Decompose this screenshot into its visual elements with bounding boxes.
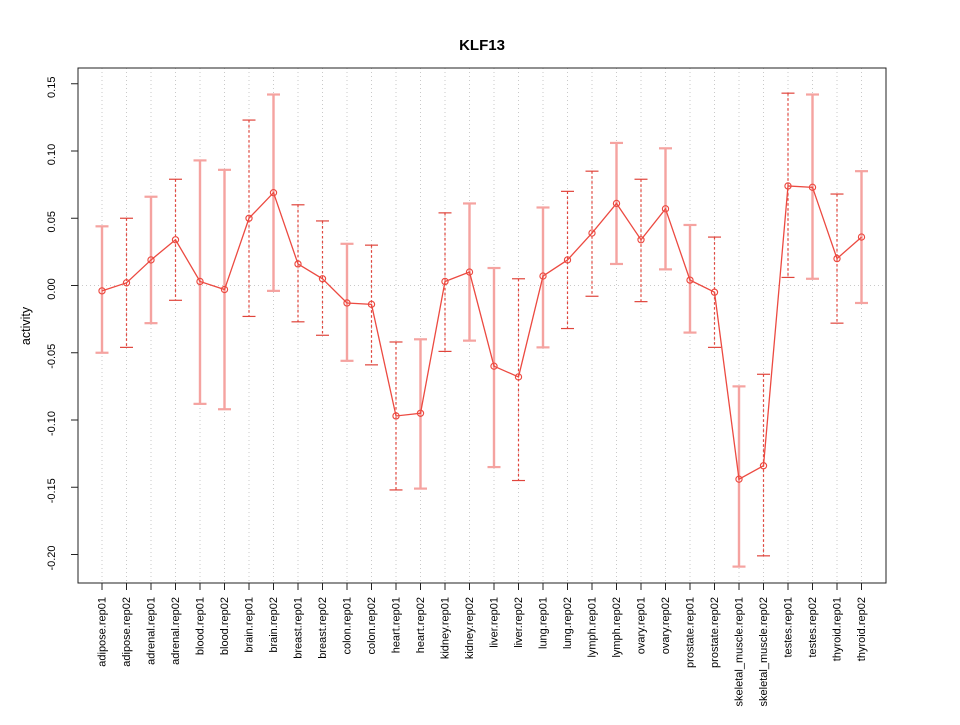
data-point <box>343 299 351 307</box>
x-tick-label: adrenal.rep01 <box>146 597 158 665</box>
y-tick-label: 0.00 <box>46 278 58 299</box>
data-point <box>269 189 278 197</box>
data-point <box>833 254 841 263</box>
y-tick-labels: 0.15 0.10 0.05 0.00 -0.05 -0.10 -0.15 -0.20 <box>46 77 58 571</box>
x-tick-label: adrenal.rep02 <box>170 597 182 665</box>
error-bar <box>487 266 501 469</box>
x-tick-label: testes.rep02 <box>807 597 819 658</box>
x-tick-label: kidney.rep01 <box>440 597 452 659</box>
x-tick-label: colon.rep02 <box>366 597 378 655</box>
error-bar <box>242 119 256 318</box>
data-point <box>612 199 621 208</box>
x-tick-labels: adipose.rep01 adipose.rep02 adrenal.rep01 a… <box>97 597 869 706</box>
x-tick-label: brain.rep01 <box>244 597 256 653</box>
data-point <box>441 277 449 286</box>
x-tick-label: ovary.rep02 <box>660 597 672 654</box>
data-point <box>465 268 474 276</box>
y-tick-label: 0.10 <box>46 144 58 165</box>
x-tick-label: breast.rep01 <box>293 597 305 659</box>
x-tick-label: lymph.rep01 <box>587 597 599 658</box>
error-bar <box>855 170 868 305</box>
data-point <box>661 205 670 213</box>
x-tick-label: thyroid.rep01 <box>832 597 844 661</box>
data-points <box>98 182 866 483</box>
error-bar <box>561 190 574 330</box>
x-tick-label: skeletal_muscle.rep02 <box>758 597 770 706</box>
x-tick-label: kidney.rep02 <box>464 597 476 659</box>
gridlines <box>78 68 886 583</box>
y-tick-label: -0.05 <box>46 344 58 369</box>
data-point <box>196 277 204 286</box>
x-tick-label: prostate.rep02 <box>709 597 721 668</box>
x-tick-label: blood.rep01 <box>195 597 207 655</box>
y-tick-label: 0.15 <box>46 77 58 98</box>
x-tick-label: brain.rep02 <box>268 597 280 653</box>
data-point <box>735 475 743 483</box>
error-bar <box>781 92 795 279</box>
data-point <box>490 362 498 370</box>
y-axis-title: activity <box>19 306 33 345</box>
axes-box-and-ticks <box>71 67 887 590</box>
error-bar <box>414 338 427 490</box>
data-point <box>759 462 768 470</box>
data-point <box>220 285 229 294</box>
error-bar <box>830 193 844 324</box>
x-tick-label: lung.rep02 <box>562 597 574 649</box>
error-bar <box>95 225 109 354</box>
x-tick-label: testes.rep01 <box>783 597 795 658</box>
data-point <box>245 214 253 222</box>
data-point <box>637 236 645 244</box>
x-tick-label: liver.rep02 <box>513 597 525 648</box>
error-bar <box>806 93 819 280</box>
data-point <box>147 256 155 264</box>
data-point <box>318 275 327 283</box>
error-bar <box>120 217 133 348</box>
x-tick-label: adipose.rep01 <box>97 597 109 667</box>
series-line <box>101 185 862 481</box>
error-bar <box>438 212 452 353</box>
x-tick-label: breast.rep02 <box>317 597 329 659</box>
x-tick-label: skeletal_muscle.rep01 <box>734 597 746 706</box>
data-point <box>367 300 376 309</box>
x-tick-label: blood.rep02 <box>219 597 231 655</box>
plot-box <box>77 67 887 584</box>
data-point <box>98 287 106 295</box>
x-tick-label: prostate.rep01 <box>685 597 697 668</box>
data-point <box>808 183 817 191</box>
chart-title: KLF13 <box>459 37 505 54</box>
data-point <box>784 182 792 190</box>
y-tick-label: -0.20 <box>46 545 58 570</box>
data-point <box>171 236 180 244</box>
error-bar <box>291 204 305 323</box>
x-tick-label: adipose.rep02 <box>121 597 133 667</box>
y-tick-label: 0.05 <box>46 211 58 232</box>
x-tick-label: colon.rep01 <box>342 597 354 655</box>
data-point <box>294 260 302 268</box>
error-bar <box>365 244 378 366</box>
x-tick-label: heart.rep02 <box>415 597 427 653</box>
y-tick-label: -0.15 <box>46 478 58 503</box>
error-bar <box>389 341 403 491</box>
data-point <box>122 279 131 287</box>
x-tick-label: ovary.rep01 <box>636 597 648 654</box>
data-point <box>563 256 572 264</box>
data-point <box>588 229 596 237</box>
data-point <box>857 233 866 241</box>
x-tick-label: thyroid.rep02 <box>856 597 868 661</box>
data-point <box>710 288 719 296</box>
x-tick-label: lung.rep01 <box>538 597 550 649</box>
x-tick-label: heart.rep01 <box>391 597 403 653</box>
y-tick-label: -0.10 <box>46 411 58 436</box>
data-point <box>392 412 400 420</box>
x-tick-label: lymph.rep02 <box>611 597 623 658</box>
data-point <box>514 373 523 381</box>
data-point <box>416 409 425 417</box>
data-point <box>539 272 547 280</box>
x-tick-label: liver.rep01 <box>489 597 501 648</box>
data-point <box>686 276 694 284</box>
series-path <box>101 185 862 481</box>
